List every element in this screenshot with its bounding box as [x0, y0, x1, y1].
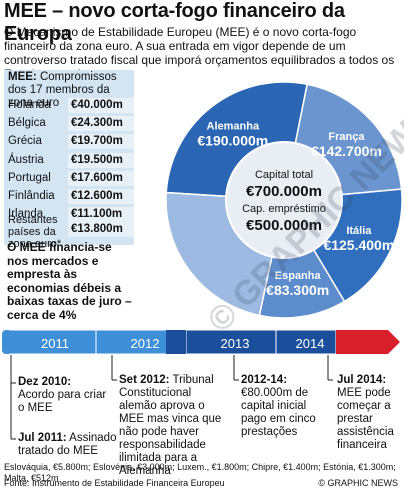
timeline-bar: 2011 2012 2013 2014: [2, 329, 400, 355]
members-heading: MEE: Compromissos dos 17 membros da zona…: [8, 71, 132, 110]
event-jul-2011: Jul 2011: Assinado tratado do MEE: [18, 432, 118, 458]
member-country: Holanda: [8, 99, 51, 111]
member-country: Finlândia: [8, 189, 55, 202]
event-connectors: [10, 355, 333, 440]
timeline-year: 2011: [41, 336, 69, 351]
timeline-segment: [275, 329, 337, 355]
event-set-2012: Set 2012: Tribunal Constitucional alemão…: [119, 374, 231, 478]
event-date: Dez 2010:: [18, 376, 72, 388]
pie-center-lending-label: Cap. empréstimo: [242, 203, 326, 215]
member-value: €19.500m: [68, 152, 134, 168]
member-value: €19.700m: [68, 134, 134, 150]
footnote: Eslováquia, €5.800m; Eslovénia, €3.000m;…: [4, 462, 396, 483]
pie-slice-value: €190.000m: [197, 132, 268, 148]
member-row: Holanda €40.000m: [4, 97, 136, 115]
event-text: Acordo para criar o MEE: [18, 389, 107, 414]
timeline-year: 2012: [131, 336, 160, 351]
member-value: €12.600m: [68, 188, 134, 204]
page-title: MEE – novo corta-fogo financeiro da Euro…: [4, 0, 345, 45]
timeline-year: 2014: [296, 336, 325, 351]
timeline-year: 2013: [221, 336, 250, 351]
member-country: Bélgica: [8, 117, 46, 130]
member-country: Grécia: [8, 135, 42, 148]
member-country: Irlanda: [8, 208, 44, 221]
member-value: €40.000m: [68, 98, 134, 113]
timeline-start-cap: [2, 330, 12, 354]
capital-pie-chart: Alemanha€190.000m França€142.700m Itália€1…: [165, 81, 403, 319]
event-text: Assinado tratado do MEE: [18, 432, 117, 457]
pie-slice-value: €83.300m: [266, 282, 329, 298]
member-row: Portugal €17.600m: [4, 170, 136, 188]
pie-center-lending-value: €500.000m: [246, 217, 322, 234]
event-text: MEE pode começar a prestar assistência f…: [337, 387, 394, 451]
event-date: Jul 2011:: [18, 432, 67, 444]
member-row: Irlanda €11.100m: [4, 206, 136, 224]
member-value: €24.300m: [68, 116, 134, 132]
member-country: Áustria: [8, 153, 44, 166]
member-value: €11.100m: [68, 207, 134, 223]
rest-countries-label: Restantes países da zona euro*: [8, 214, 62, 250]
member-row: Finlândia €12.600m: [4, 188, 136, 206]
event-jul-2014: Jul 2014: MEE pode começar a prestar ass…: [337, 374, 403, 452]
pie-slice-name: Itália: [346, 225, 372, 237]
event-text: Tribunal Constitucional alemão aprova o …: [119, 374, 222, 477]
pie-center: [225, 141, 343, 259]
funding-text: O MEE financia-se nos mercados e emprest…: [7, 240, 132, 322]
pie-slice-value: €125.400m: [323, 237, 394, 253]
pie-slice-value: €142.700m: [311, 143, 382, 159]
member-row: Áustria €19.500m: [4, 152, 136, 170]
event-text: €80.000m de capital inicial pago em cinc…: [241, 387, 316, 438]
timeline-segment: [166, 330, 186, 354]
timeline-arrow-end: [336, 330, 400, 354]
member-row: Bélgica €24.300m: [4, 115, 136, 133]
source-note: Fonte: Instrumento de Estabilidade Finan…: [4, 478, 225, 488]
rest-countries-value: €13.800m: [68, 222, 134, 237]
event-2012-14: 2012-14: €80.000m de capital inicial pag…: [241, 374, 327, 439]
event-dec-2010: Dez 2010: Acordo para criar o MEE: [18, 376, 108, 415]
members-heading-text: Compromissos dos 17 membros da zona euro: [8, 71, 117, 109]
pie-center-capital-label: Capital total: [255, 169, 313, 181]
pie-slice-name: França: [328, 131, 365, 143]
member-country: Portugal: [8, 171, 51, 184]
pie-center-capital-value: €700.000m: [246, 183, 322, 200]
event-date: Set 2012:: [119, 374, 170, 386]
pie-slice-name: Alemanha: [207, 120, 260, 132]
member-row: Grécia €19.700m: [4, 133, 136, 151]
timeline-segment: [185, 329, 277, 355]
event-date: Jul 2014:: [337, 374, 387, 386]
event-date: 2012-14:: [241, 374, 288, 386]
members-heading-label: MEE:: [8, 71, 37, 83]
member-value: €17.600m: [68, 170, 134, 186]
members-table: Holanda €40.000m Bélgica €24.300m Grécia €1…: [4, 97, 136, 224]
credit: © GRAPHIC NEWS: [318, 478, 398, 488]
pie-slice-name: Espanha: [275, 270, 322, 282]
